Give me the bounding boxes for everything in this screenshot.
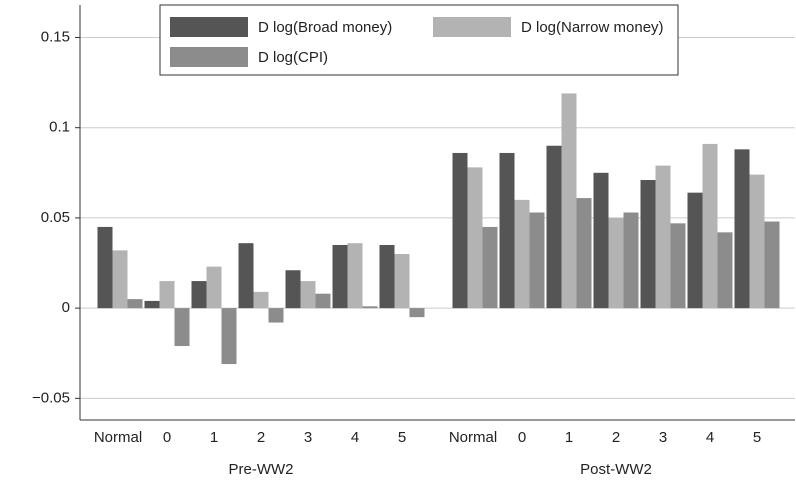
bar — [362, 306, 378, 309]
bar — [576, 198, 592, 309]
x-tick-label: 5 — [398, 429, 406, 446]
group-label: Pre-WW2 — [229, 461, 294, 478]
bar — [687, 192, 703, 309]
x-tick-label: Normal — [94, 429, 142, 446]
x-tick-label: 3 — [659, 429, 667, 446]
bar — [144, 300, 160, 309]
x-tick-label: 3 — [304, 429, 312, 446]
bar — [717, 232, 733, 309]
bar — [332, 244, 348, 309]
bar — [702, 143, 718, 309]
bar — [499, 152, 515, 309]
bar — [593, 172, 609, 309]
bar — [409, 308, 425, 318]
bar — [514, 199, 530, 309]
bar — [655, 165, 671, 309]
x-tick-label: 4 — [706, 429, 714, 446]
bar — [174, 308, 190, 347]
y-tick-label: 0.05 — [41, 209, 70, 226]
bar — [285, 270, 301, 309]
bar — [191, 281, 207, 309]
x-tick-label: 0 — [163, 429, 171, 446]
legend-swatch — [433, 17, 511, 37]
bar — [529, 212, 545, 309]
bar — [623, 212, 639, 309]
bar — [206, 266, 222, 309]
bar — [467, 167, 483, 309]
bar — [764, 221, 780, 309]
bar — [561, 93, 577, 309]
legend-swatch — [170, 47, 248, 67]
bar — [112, 250, 128, 309]
x-tick-label: Normal — [449, 429, 497, 446]
y-tick-label: 0 — [62, 299, 70, 316]
bar — [608, 217, 624, 309]
legend-label: D log(Narrow money) — [521, 19, 664, 36]
bar — [127, 299, 143, 309]
legend-label: D log(CPI) — [258, 49, 328, 66]
bar — [268, 308, 284, 323]
bar — [315, 293, 331, 309]
bar — [253, 291, 269, 309]
y-tick-label: −0.05 — [32, 389, 70, 406]
bar — [452, 152, 468, 309]
bar — [97, 226, 113, 309]
bar — [394, 254, 410, 309]
bar — [379, 244, 395, 309]
bar — [159, 281, 175, 309]
legend-swatch — [170, 17, 248, 37]
x-tick-label: 5 — [753, 429, 761, 446]
x-tick-label: 0 — [518, 429, 526, 446]
bar — [749, 174, 765, 309]
bar — [300, 281, 316, 309]
bar — [670, 223, 686, 309]
legend-label: D log(Broad money) — [258, 19, 392, 36]
x-tick-label: 1 — [210, 429, 218, 446]
x-tick-label: 1 — [565, 429, 573, 446]
group-label: Post-WW2 — [580, 461, 652, 478]
x-tick-label: 2 — [257, 429, 265, 446]
y-tick-label: 0.15 — [41, 28, 70, 45]
bar — [347, 243, 363, 309]
x-tick-label: 2 — [612, 429, 620, 446]
bar — [640, 180, 656, 309]
bar — [221, 308, 237, 365]
bar — [238, 243, 254, 309]
x-tick-label: 4 — [351, 429, 359, 446]
y-tick-label: 0.1 — [49, 119, 70, 136]
bar — [482, 226, 498, 309]
bar — [734, 149, 750, 309]
bar — [546, 145, 562, 309]
